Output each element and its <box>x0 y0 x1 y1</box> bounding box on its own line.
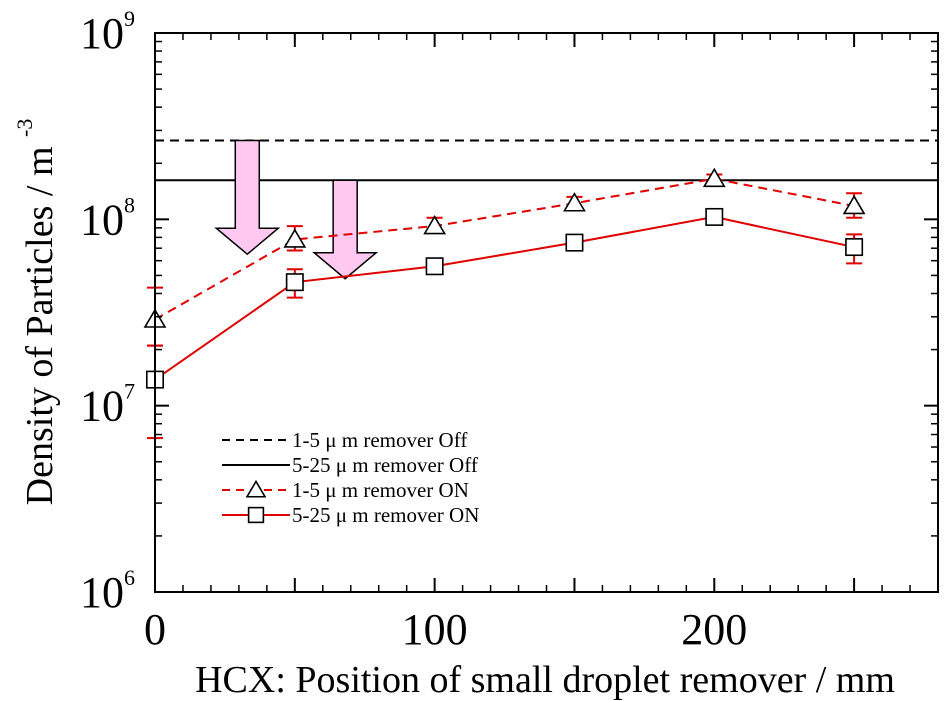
legend-label-1: 5-25 μ m remover Off <box>292 453 478 477</box>
data-point-square <box>285 273 304 292</box>
legend-marker-square <box>247 506 265 524</box>
y-tick-exponent: 9 <box>124 6 135 31</box>
legend-marker-triangle <box>245 479 267 498</box>
data-point-square <box>845 238 864 257</box>
data-point-square <box>565 233 584 252</box>
series-line-0 <box>154 177 855 321</box>
x-tick-label: 0 <box>144 605 166 654</box>
series-line-1 <box>154 215 855 381</box>
legend-label-3: 5-25 μ m remover ON <box>292 503 479 527</box>
y-tick-label: 107 <box>80 379 135 431</box>
y-tick-base: 10 <box>80 382 124 431</box>
y-axis-title-superscript: -3 <box>12 119 37 137</box>
y-tick-exponent: 6 <box>124 565 135 590</box>
y-tick-label: 106 <box>80 565 135 617</box>
x-tick-label: 100 <box>402 605 468 654</box>
y-tick-label: 108 <box>80 192 135 244</box>
y-tick-base: 10 <box>80 9 124 58</box>
y-tick-exponent: 7 <box>124 379 135 404</box>
data-point-triangle <box>423 215 447 235</box>
data-point-square <box>705 207 724 226</box>
x-axis-title: HCX: Position of small droplet remover /… <box>195 659 895 701</box>
data-point-square <box>425 257 444 276</box>
data-point-triangle <box>702 167 726 188</box>
x-tick-label: 200 <box>681 605 747 654</box>
y-tick-base: 10 <box>80 568 124 617</box>
data-point-triangle <box>563 192 586 212</box>
annotation-arrows <box>214 139 379 280</box>
y-axis-title: Density of Particles / m -3 <box>12 119 61 506</box>
y-tick-exponent: 8 <box>124 192 135 217</box>
plot-frame <box>154 32 939 593</box>
y-tick-label: 109 <box>80 6 135 58</box>
series-0 <box>143 167 866 347</box>
data-point-triangle <box>842 194 866 215</box>
down-arrow-0 <box>214 139 281 256</box>
legend-label-0: 1-5 μ m remover Off <box>292 428 467 452</box>
down-arrow-1 <box>312 179 379 280</box>
y-tick-base: 10 <box>80 195 124 244</box>
legend-label-2: 1-5 μ m remover ON <box>292 478 469 502</box>
data-point-triangle <box>283 228 307 248</box>
series-1 <box>146 207 864 440</box>
reference-lines <box>155 139 938 182</box>
y-axis-title-text: Density of Particles / m <box>19 146 61 505</box>
series-layer <box>143 167 866 440</box>
